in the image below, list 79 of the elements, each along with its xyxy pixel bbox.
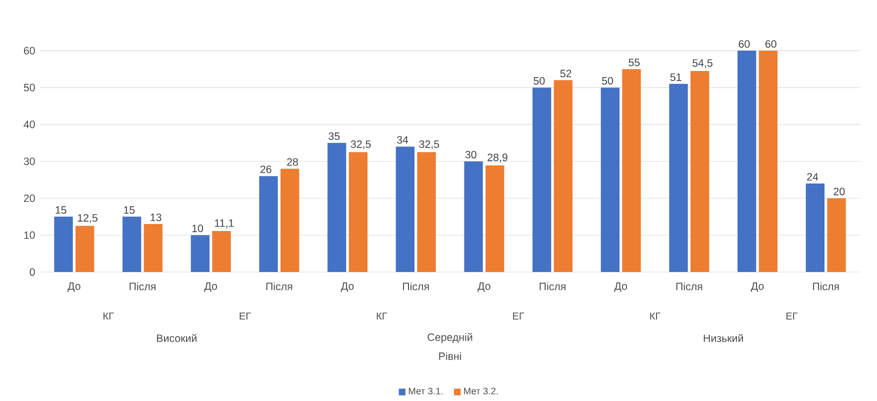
data-label: 60: [765, 40, 776, 48]
y-tick-label: 10: [24, 231, 35, 239]
y-tick-label: 30: [24, 158, 35, 166]
bar: [396, 146, 415, 272]
bar: [622, 69, 641, 272]
x-tick-label: До: [750, 282, 764, 292]
bar: [212, 231, 231, 272]
text: Середній: [428, 332, 472, 344]
text: КГ: [376, 312, 388, 320]
x-tick-label: До: [614, 282, 628, 292]
data-label: 15: [124, 206, 135, 214]
bar: [827, 198, 846, 272]
text: Низький: [704, 334, 743, 342]
bar: [348, 152, 368, 272]
x-tick-label: До: [478, 282, 490, 292]
data-label: 50: [602, 77, 614, 85]
text: ЕГ: [786, 312, 798, 320]
data-label: 15: [56, 206, 66, 214]
bar: [738, 50, 756, 272]
bar: [669, 84, 688, 272]
y-tick-label: 50: [24, 84, 35, 92]
data-label: 10: [192, 224, 204, 232]
bar: [554, 80, 573, 272]
data-label: 30: [465, 150, 476, 158]
bar: [806, 183, 825, 272]
legend-label: Мет 3.2.: [464, 388, 498, 394]
data-label: 20: [834, 188, 845, 196]
data-label: 55: [628, 58, 640, 66]
data-label: 28: [287, 158, 298, 166]
text: Рівні: [439, 352, 461, 360]
bar: [486, 165, 504, 272]
text: КГ: [650, 312, 660, 320]
x-tick-label: Після: [266, 282, 292, 290]
text: Високий: [157, 334, 196, 342]
x-tick-label: Після: [403, 282, 429, 290]
bar: [690, 70, 710, 272]
data-label: 13: [150, 214, 162, 222]
data-label: 50: [534, 77, 545, 85]
x-tick-label: Після: [676, 282, 702, 290]
data-label: 11,1: [215, 219, 234, 228]
data-label: 12,5: [78, 214, 98, 223]
bar: [190, 235, 210, 272]
data-label: 32,5: [419, 140, 440, 150]
x-tick-label: До: [204, 282, 218, 292]
x-tick-label: До: [340, 282, 354, 292]
x-tick-label: Після: [813, 282, 839, 290]
bar: [54, 216, 73, 272]
bar: [76, 226, 94, 272]
text: КГ: [104, 312, 114, 320]
y-tick-label: 0: [30, 268, 35, 276]
y-tick-label: 20: [24, 194, 35, 202]
data-label: 51: [670, 74, 682, 81]
data-label: 54,5: [692, 59, 712, 68]
data-label: 52: [560, 70, 572, 78]
data-label: 24: [807, 173, 818, 181]
x-tick-label: До: [68, 282, 80, 292]
bar: [259, 176, 278, 272]
data-label: 35: [328, 132, 340, 140]
y-tick-label: 60: [24, 46, 35, 54]
bar: [464, 161, 483, 272]
text: ЕГ: [240, 312, 251, 320]
data-label: 26: [260, 166, 272, 174]
text: ЕГ: [513, 312, 524, 320]
x-tick-label: Після: [540, 282, 566, 290]
bar: [417, 152, 436, 272]
y-tick-label: 40: [24, 120, 35, 128]
bar: [122, 216, 142, 272]
bar: [600, 88, 620, 272]
x-tick-label: Після: [130, 282, 156, 290]
legend-label: Мет 3.1.: [408, 388, 442, 394]
data-label: 34: [396, 136, 408, 144]
bar: [144, 224, 163, 272]
data-label: 32,5: [350, 140, 371, 150]
bar: [328, 142, 346, 272]
bar: [758, 50, 778, 272]
data-label: 28,9: [488, 154, 508, 162]
data-label: 60: [738, 40, 750, 48]
bar: [532, 88, 552, 272]
bar: [280, 168, 300, 272]
